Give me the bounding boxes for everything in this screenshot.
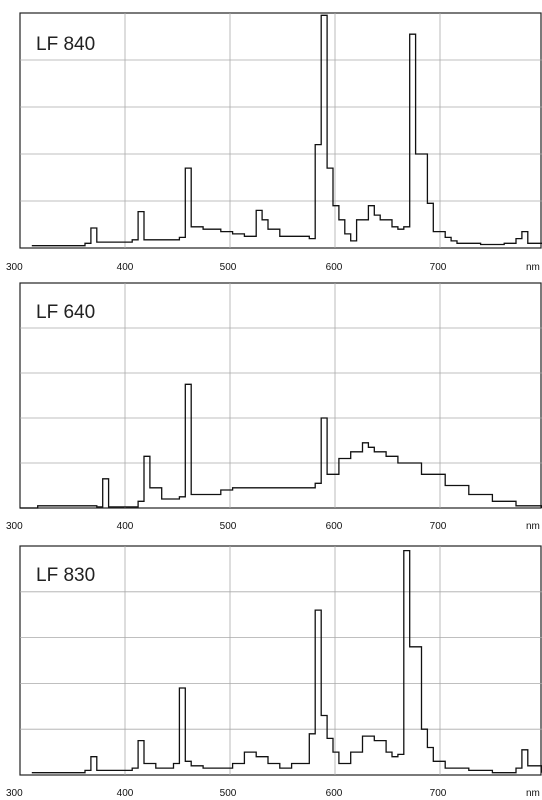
chart-title: LF 840 [36,34,95,55]
chart-panel-lf830: LF 830 300 400 500 600 700 nm [6,545,542,799]
plot-frame [19,12,542,249]
x-tick-label: 700 [430,521,447,532]
x-tick-label: 300 [6,521,23,532]
x-tick-label: 300 [6,262,23,273]
x-tick-label: 400 [117,521,134,532]
x-tick-label: 300 [6,788,23,799]
chart-title: LF 640 [36,302,95,323]
chart-panel-lf840: LF 840 300 400 500 600 700 nm [6,12,542,273]
plot-frame [19,282,542,509]
x-unit-label: nm [526,788,540,799]
plot-frame [19,545,542,776]
x-tick-label: 500 [220,262,237,273]
x-unit-label: nm [526,521,540,532]
x-tick-label: 600 [326,521,343,532]
x-tick-label: 600 [326,262,343,273]
x-tick-label: 400 [117,262,134,273]
chart-panel-lf640: LF 640 300 400 500 600 700 nm [6,282,542,532]
x-tick-label: 400 [117,788,134,799]
chart-title: LF 830 [36,565,95,586]
x-tick-label: 500 [220,788,237,799]
x-tick-label: 700 [430,262,447,273]
x-tick-label: 700 [430,788,447,799]
x-tick-label: 500 [220,521,237,532]
x-unit-label: nm [526,262,540,273]
spectrum-series-line [31,549,542,774]
spectrum-series-line [31,14,542,247]
x-tick-label: 600 [326,788,343,799]
spectrum-series-line [20,383,542,509]
